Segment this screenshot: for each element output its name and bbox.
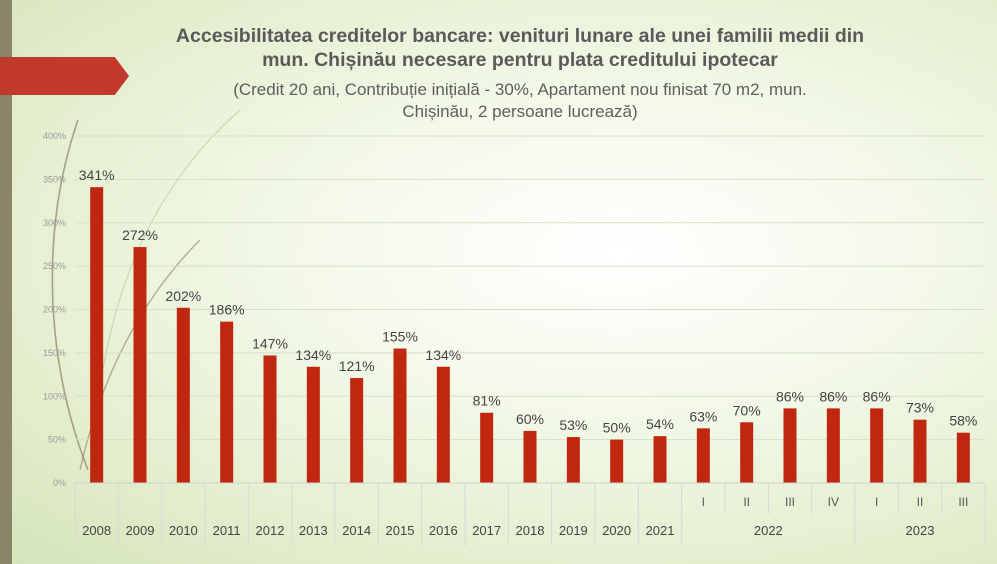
data-label: 155% — [382, 329, 418, 345]
x-category-label: 2018 — [516, 523, 545, 538]
data-label: 70% — [733, 402, 761, 418]
x-quarter-label: IV — [828, 495, 839, 509]
y-tick-label: 50% — [48, 435, 66, 445]
x-group-year-label: 2022 — [754, 523, 783, 538]
chart-subtitle-line1: (Credit 20 ani, Contribuție inițială - 3… — [233, 80, 807, 99]
data-label: 54% — [646, 416, 674, 432]
bar — [913, 419, 927, 483]
data-label: 202% — [165, 288, 201, 304]
y-tick-label: 300% — [43, 218, 66, 228]
data-label: 63% — [689, 408, 717, 424]
y-tick-label: 100% — [43, 391, 66, 401]
bar — [393, 348, 407, 483]
chart-title-line1: Accesibilitatea creditelor bancare: veni… — [175, 25, 865, 47]
chart-subtitle-line2: Chișinău, 2 persoane lucrează) — [402, 102, 638, 121]
bar — [870, 408, 884, 483]
data-label: 73% — [906, 400, 934, 416]
bar — [826, 408, 840, 483]
x-quarter-label: I — [702, 495, 705, 509]
bar — [653, 436, 667, 483]
bar — [696, 428, 710, 483]
x-category-label: 2014 — [342, 523, 371, 538]
data-label: 341% — [79, 167, 115, 183]
data-label: 60% — [516, 411, 544, 427]
bar — [566, 437, 580, 483]
chart-title: Accesibilitatea creditelor bancare: veni… — [120, 24, 920, 72]
data-label: 272% — [122, 227, 158, 243]
bar — [480, 412, 494, 483]
bar — [350, 378, 364, 483]
left-accent-bar — [0, 0, 12, 564]
data-label: 186% — [209, 302, 245, 318]
data-label: 86% — [863, 388, 891, 404]
data-label: 147% — [252, 335, 288, 351]
x-category-label: 2010 — [169, 523, 198, 538]
data-label: 50% — [603, 420, 631, 436]
bar — [263, 355, 277, 483]
y-tick-label: 350% — [43, 174, 66, 184]
x-quarter-label: II — [917, 495, 924, 509]
data-label: 81% — [473, 393, 501, 409]
x-quarter-label: III — [785, 495, 795, 509]
y-tick-label: 250% — [43, 261, 66, 271]
x-group-year-label: 2023 — [906, 523, 935, 538]
x-quarter-label: I — [875, 495, 878, 509]
x-quarter-label: III — [958, 495, 968, 509]
bar — [90, 187, 104, 483]
y-tick-label: 0% — [53, 478, 66, 488]
red-arrow-decoration — [0, 57, 129, 95]
bar — [740, 422, 754, 483]
bar — [220, 321, 234, 483]
chart-subtitle: (Credit 20 ani, Contribuție inițială - 3… — [120, 79, 920, 123]
data-label: 121% — [339, 358, 375, 374]
data-label: 58% — [949, 413, 977, 429]
y-tick-label: 150% — [43, 348, 66, 358]
y-tick-label: 200% — [43, 305, 66, 315]
data-label: 86% — [776, 388, 804, 404]
x-category-label: 2021 — [646, 523, 675, 538]
bar — [610, 439, 624, 483]
bar — [523, 430, 537, 483]
data-label: 134% — [425, 347, 461, 363]
bar — [176, 307, 190, 483]
x-category-label: 2017 — [472, 523, 501, 538]
x-category-label: 2020 — [602, 523, 631, 538]
x-category-label: 2019 — [559, 523, 588, 538]
x-category-label: 2008 — [82, 523, 111, 538]
x-category-label: 2012 — [256, 523, 285, 538]
bar — [306, 366, 320, 483]
x-category-label: 2013 — [299, 523, 328, 538]
x-category-label: 2015 — [386, 523, 415, 538]
chart-title-line2: mun. Chișinău necesare pentru plata cred… — [262, 49, 778, 71]
data-label: 86% — [819, 388, 847, 404]
y-tick-label: 400% — [43, 131, 66, 141]
bar — [783, 408, 797, 483]
x-category-label: 2009 — [126, 523, 155, 538]
x-category-label: 2011 — [213, 523, 241, 538]
x-category-label: 2016 — [429, 523, 458, 538]
data-label: 134% — [295, 347, 331, 363]
bar — [956, 432, 970, 483]
bar — [436, 366, 450, 483]
x-quarter-label: II — [743, 495, 750, 509]
bar — [133, 247, 147, 483]
data-label: 53% — [559, 417, 587, 433]
